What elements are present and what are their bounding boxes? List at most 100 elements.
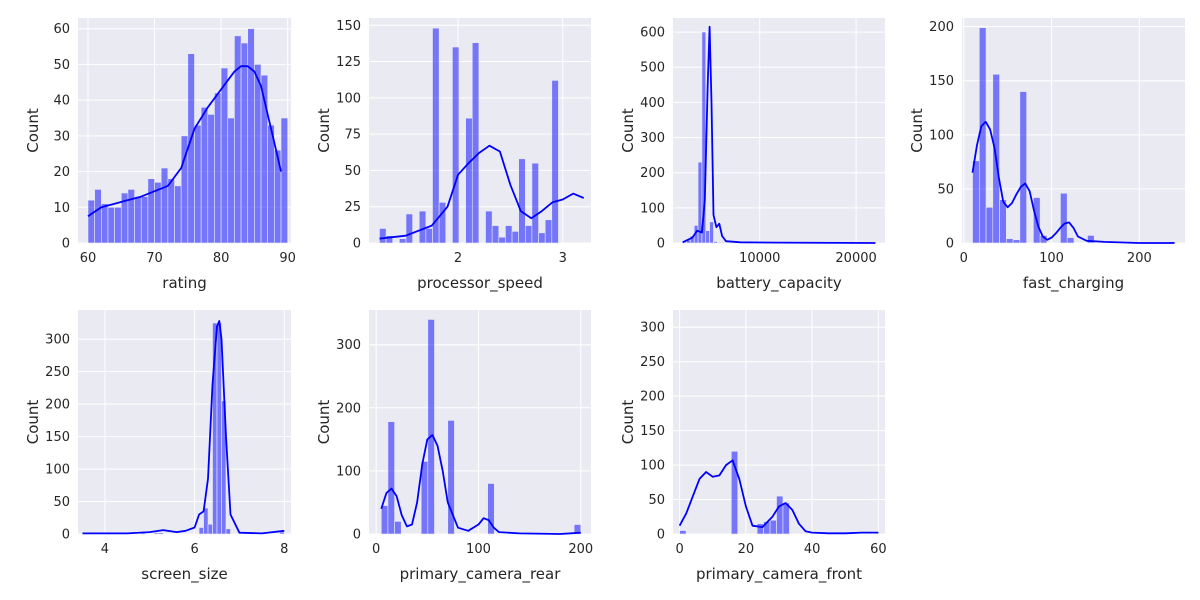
x-tick-label: 3	[559, 251, 567, 266]
x-tick-label: 200	[568, 542, 593, 557]
y-tick-label: 300	[640, 131, 665, 146]
y-tick-label: 0	[353, 528, 361, 543]
y-tick-label: 150	[45, 430, 70, 445]
y-tick-label: 100	[336, 91, 361, 106]
histogram-bar	[394, 521, 402, 535]
histogram-bar	[720, 241, 726, 244]
y-axis-label: Count	[315, 108, 333, 153]
histogram-bar	[679, 530, 687, 535]
x-axis-label: primary_camera_rear	[400, 565, 562, 584]
y-tick-label: 250	[640, 355, 665, 370]
y-tick-label: 40	[53, 94, 70, 109]
y-tick-label: 100	[640, 459, 665, 474]
histogram-bar	[756, 523, 764, 535]
histogram-bar	[544, 219, 553, 244]
histogram-bar	[978, 27, 987, 244]
histogram-bar	[487, 483, 495, 535]
histogram-bar	[280, 117, 288, 244]
histogram-bar	[240, 42, 249, 244]
y-tick-label: 0	[657, 237, 665, 252]
x-tick-label: 20	[738, 542, 755, 557]
y-tick-label: 100	[336, 464, 361, 479]
kde-line	[678, 459, 879, 535]
histogram-bar	[194, 124, 202, 244]
x-tick-label: 6	[190, 542, 198, 557]
histogram-bar	[776, 495, 784, 535]
y-tick-label: 100	[640, 201, 665, 216]
y-tick-label: 300	[336, 338, 361, 353]
histogram-bar	[399, 238, 407, 244]
histogram-bar	[709, 221, 714, 244]
histogram-bar	[471, 42, 480, 244]
histogram-bar	[769, 519, 777, 535]
histogram-bar	[999, 199, 1007, 244]
histogram-bar	[1087, 235, 1095, 244]
y-tick-label: 200	[929, 20, 954, 35]
histogram-bar	[254, 64, 262, 244]
x-axis-label: screen_size	[141, 565, 227, 584]
y-tick-label: 400	[640, 96, 665, 111]
y-tick-label: 200	[45, 398, 70, 413]
histogram-bar	[94, 189, 102, 244]
x-tick-label: 200	[1127, 251, 1152, 266]
y-tick-label: 60	[53, 22, 70, 37]
histogram-bar	[160, 167, 169, 244]
histogram-bar	[140, 196, 149, 244]
y-tick-label: 150	[929, 74, 954, 89]
histogram-bar	[518, 158, 526, 244]
y-tick-label: 200	[640, 166, 665, 181]
y-tick-label: 50	[53, 58, 70, 73]
histogram-bar	[247, 28, 255, 244]
x-tick-label: 8	[280, 542, 288, 557]
y-tick-label: 0	[657, 528, 665, 543]
y-tick-label: 75	[344, 128, 361, 143]
x-tick-label: 100	[466, 542, 491, 557]
y-tick-label: 50	[53, 495, 70, 510]
histogram-bar	[531, 162, 539, 244]
y-tick-label: 50	[937, 182, 954, 197]
histogram-bar	[279, 531, 285, 535]
subplot-rating: 0 10 20 30 40 50 60 60 70 80 90 rating Count	[24, 18, 296, 292]
x-tick-label: 20000	[835, 251, 876, 266]
y-tick-label: 10	[53, 201, 70, 216]
y-tick-label: 125	[336, 55, 361, 70]
x-tick-label: 80	[213, 251, 230, 266]
kde-line	[379, 144, 585, 240]
y-axis-label: Count	[315, 400, 333, 445]
histogram-bar	[782, 502, 790, 535]
histogram-bar	[174, 185, 182, 244]
x-tick-label: 0	[675, 542, 683, 557]
y-tick-label: 200	[640, 390, 665, 405]
histogram-bar	[225, 528, 231, 535]
histogram-bar	[1060, 192, 1068, 244]
y-tick-label: 100	[929, 128, 954, 143]
histogram-bar	[134, 196, 142, 244]
histogram-bar	[167, 178, 175, 244]
histogram-bar	[1019, 91, 1027, 244]
y-tick-label: 500	[640, 61, 665, 76]
plot-area	[78, 310, 291, 534]
histogram-bar	[573, 524, 582, 535]
y-tick-label: 20	[53, 165, 70, 180]
histogram-bar	[114, 206, 122, 244]
y-axis-label: Count	[619, 108, 637, 153]
histogram-bar	[425, 228, 433, 244]
kde-line	[380, 433, 581, 535]
x-tick-label: 70	[146, 251, 163, 266]
histogram-bar	[203, 507, 209, 535]
histogram-bar	[525, 225, 533, 244]
histogram-bar	[705, 230, 710, 244]
histogram-bar	[207, 523, 213, 535]
histogram-bar	[447, 420, 455, 535]
x-tick-label: 90	[279, 251, 296, 266]
kde-line	[971, 120, 1175, 244]
histogram-bar	[405, 213, 413, 244]
histogram-bar	[505, 225, 513, 244]
y-tick-label: 600	[640, 26, 665, 41]
histogram-bar	[1006, 238, 1014, 244]
y-tick-label: 50	[648, 493, 665, 508]
y-tick-label: 150	[336, 19, 361, 34]
histogram-bar	[730, 450, 739, 535]
subplot-battery_capacity: 0 100 200 300 400 500 600 10000 20000 battery_cap…	[619, 18, 885, 293]
histogram-bar	[87, 199, 95, 244]
